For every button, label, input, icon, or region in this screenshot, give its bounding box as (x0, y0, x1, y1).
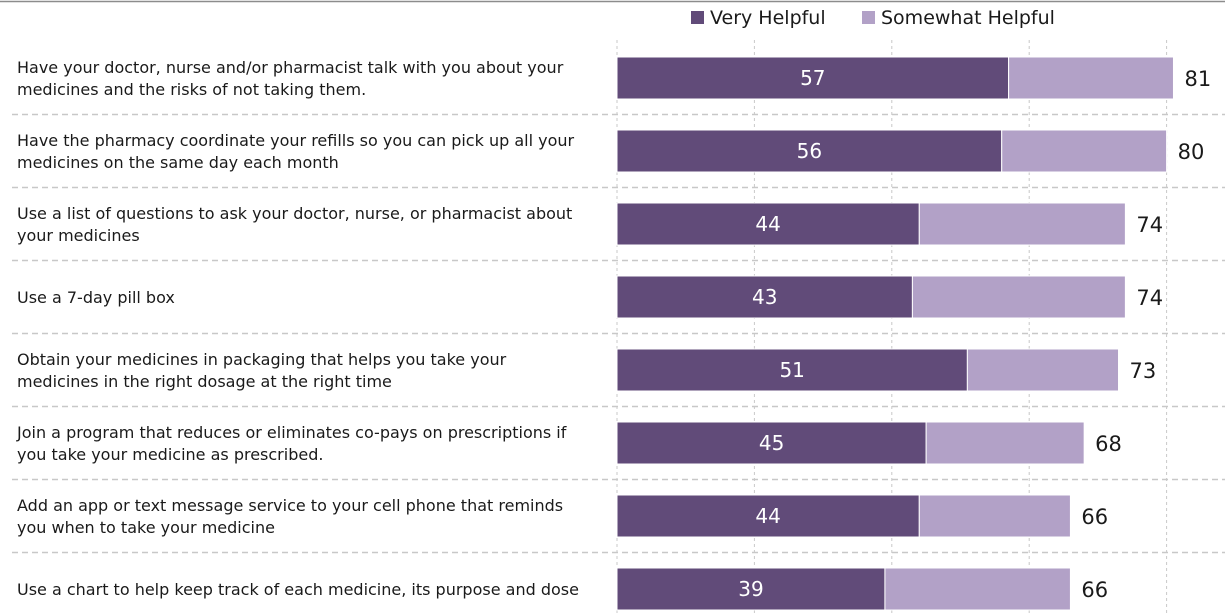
bar-very-helpful (616, 56, 1010, 100)
bar-value-label: 51 (779, 358, 804, 382)
category-label: Obtain your medicines in packaging that … (17, 350, 507, 391)
bar-value-label: 43 (752, 285, 777, 309)
bar-somewhat-helpful (911, 275, 1126, 319)
legend-label: Very Helpful (710, 7, 826, 29)
bar-total-label: 66 (1081, 578, 1108, 602)
bar-very-helpful (616, 129, 1003, 173)
category-label-line: you take your medicine as prescribed. (17, 445, 323, 464)
category-label-line: medicines on the same day each month (17, 153, 339, 172)
category-label-line: Join a program that reduces or eliminate… (16, 423, 567, 442)
bar-somewhat-helpful (884, 567, 1071, 611)
bar-total-label: 66 (1081, 505, 1108, 529)
bar-value-label: 45 (759, 431, 784, 455)
category-label-line: Have the pharmacy coordinate your refill… (17, 131, 575, 150)
category-labels: Have your doctor, nurse and/or pharmacis… (16, 58, 579, 599)
bar-value-label: 44 (755, 504, 780, 528)
category-label-line: medicines and the risks of not taking th… (17, 80, 366, 99)
bar-very-helpful (616, 421, 927, 465)
category-label: Add an app or text message service to yo… (17, 496, 563, 537)
bar-total-label: 81 (1184, 67, 1211, 91)
legend-label: Somewhat Helpful (881, 7, 1055, 29)
category-label: Use a list of questions to ask your doct… (17, 204, 572, 245)
legend-swatch (862, 11, 875, 24)
category-label-line: medicines in the right dosage at the rig… (17, 372, 392, 391)
category-label: Have the pharmacy coordinate your refill… (17, 131, 575, 172)
bar-total-label: 74 (1136, 286, 1163, 310)
bar-somewhat-helpful (925, 421, 1085, 465)
category-label-line: Add an app or text message service to yo… (17, 496, 563, 515)
category-label-line: Have your doctor, nurse and/or pharmacis… (17, 58, 564, 77)
category-label-line: your medicines (17, 226, 140, 245)
category-label-line: Use a chart to help keep track of each m… (17, 580, 579, 599)
bar-value-label: 56 (797, 139, 822, 163)
bar-value-label: 57 (800, 66, 825, 90)
bar-value-label: 44 (755, 212, 780, 236)
category-label: Use a chart to help keep track of each m… (17, 580, 579, 599)
bar-very-helpful (616, 202, 920, 246)
bar-somewhat-helpful (918, 494, 1071, 538)
bar-total-label: 80 (1178, 140, 1205, 164)
bar-value-label: 39 (738, 577, 763, 601)
category-label-line: Use a list of questions to ask your doct… (17, 204, 572, 223)
bar-total-label: 68 (1095, 432, 1122, 456)
bar-total-label: 74 (1136, 213, 1163, 237)
legend: Very Helpful Somewhat Helpful (691, 7, 1055, 29)
bar-somewhat-helpful (1001, 129, 1168, 173)
row-separators (12, 113, 1225, 554)
bar-somewhat-helpful (1008, 56, 1174, 100)
category-label: Use a 7-day pill box (17, 288, 175, 307)
bar-somewhat-helpful (966, 348, 1120, 392)
bar-very-helpful (616, 348, 968, 392)
category-label-line: Use a 7-day pill box (17, 288, 175, 307)
bar-somewhat-helpful (918, 202, 1126, 246)
bars: 57 81 56 80 44 74 43 74 51 73 45 68 44 66 39 66 (616, 56, 1211, 611)
bar-total-label: 73 (1130, 359, 1157, 383)
bar-very-helpful (616, 494, 920, 538)
legend-swatch (691, 11, 704, 24)
category-label: Have your doctor, nurse and/or pharmacis… (17, 58, 564, 99)
category-label-line: Obtain your medicines in packaging that … (17, 350, 507, 369)
category-label-line: you when to take your medicine (17, 518, 275, 537)
bar-very-helpful (616, 275, 913, 319)
category-label: Join a program that reduces or eliminate… (16, 423, 567, 464)
